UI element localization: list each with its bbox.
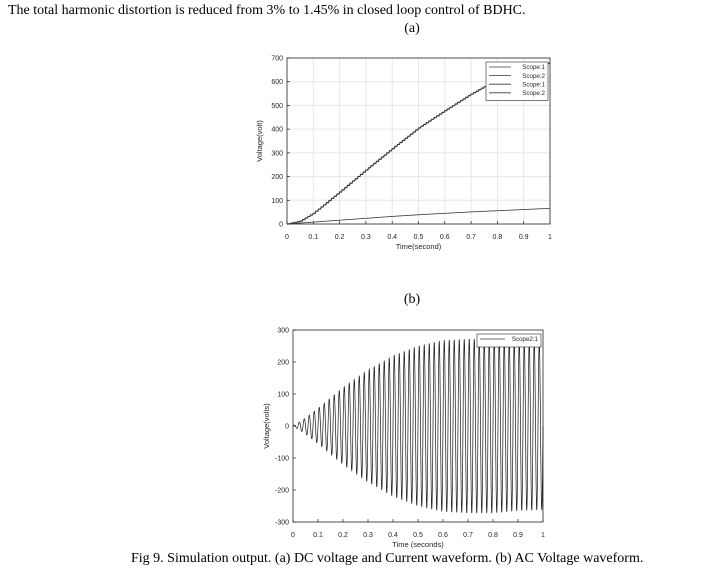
y-tick-label: 0 [279,222,283,229]
legend-label: Scope2:1 [512,336,539,343]
y-tick-label: 600 [271,79,283,86]
x-tick-label: 0.2 [335,234,345,241]
x-tick-label: 0.9 [513,532,523,539]
x-tick-label: 0.1 [308,234,318,241]
legend: Scope2:1 [476,333,542,348]
chart-ac-voltage: 0 0.1 0.2 0.3 0.4 0.5 0.6 0.7 0.8 0.9 13002001000-… [262,328,545,550]
y-tick-label: 500 [271,103,283,110]
x-tick-label: 0.6 [438,532,448,539]
y-tick-label: 400 [271,127,283,134]
y-tick-label: 100 [277,392,289,399]
chart-dc-voltage: 0 0.1 0.2 0.3 0.4 0.5 0.6 0.7 0.8 0.9 1 0 100 200 300 4… [255,56,552,252]
y-tick-label: 100 [271,198,283,205]
figure-caption: Fig 9. Simulation output. (a) DC voltage… [131,551,644,566]
series-line [286,207,551,225]
legend-box [476,333,542,348]
x-tick-label: 0.2 [338,532,348,539]
legend-label: Scope:1 [522,64,545,71]
series-line [292,338,544,514]
legend-label: Scope:1 [522,81,545,88]
y-tick-label: -100 [275,456,289,463]
x-tick-label: 0.6 [440,234,450,241]
x-tick-label: 0.9 [519,234,529,241]
y-tick-label: 700 [271,56,283,63]
x-tick-label: 1 [548,234,552,241]
legend-box [485,61,549,101]
y-tick-label: 0 [285,424,289,431]
x-tick-label: 0.7 [463,532,473,539]
x-tick-label: 0.4 [387,234,397,241]
x-tick-label: 0.7 [466,234,476,241]
y-tick-label: 300 [271,150,283,157]
x-tick-label: 0.5 [413,532,423,539]
x-tick-label: 0 [291,532,295,539]
y-tick-label: 200 [277,360,289,367]
x-tick-label: 0.8 [493,234,503,241]
y-tick-label: -300 [275,520,289,527]
panel-b-label: (b) [403,292,421,307]
x-tick-label: 0.8 [488,532,498,539]
x-tick-label: 0.4 [388,532,398,539]
x-axis-label: Time (seconds) [392,540,444,549]
y-axis-label: Voltage(volt) [255,120,264,162]
y-tick-label: 200 [271,174,283,181]
y-tick-label: 300 [277,328,289,335]
panel-a-label: (a) [404,21,420,36]
x-tick-label: 0.3 [361,234,371,241]
x-tick-label: 1 [541,532,545,539]
x-tick-label: 0.1 [313,532,323,539]
x-axis-label: Time(second) [396,242,442,251]
x-tick-label: 0.3 [363,532,373,539]
legend-label: Scope:2 [522,90,545,97]
x-tick-label: 0 [285,234,289,241]
y-tick-label: -200 [275,488,289,495]
y-axis-label: Voltage(volts) [262,403,271,449]
intro-text: The total harmonic distortion is reduced… [8,3,526,18]
legend-label: Scope:2 [522,73,545,80]
x-tick-label: 0.5 [414,234,424,241]
